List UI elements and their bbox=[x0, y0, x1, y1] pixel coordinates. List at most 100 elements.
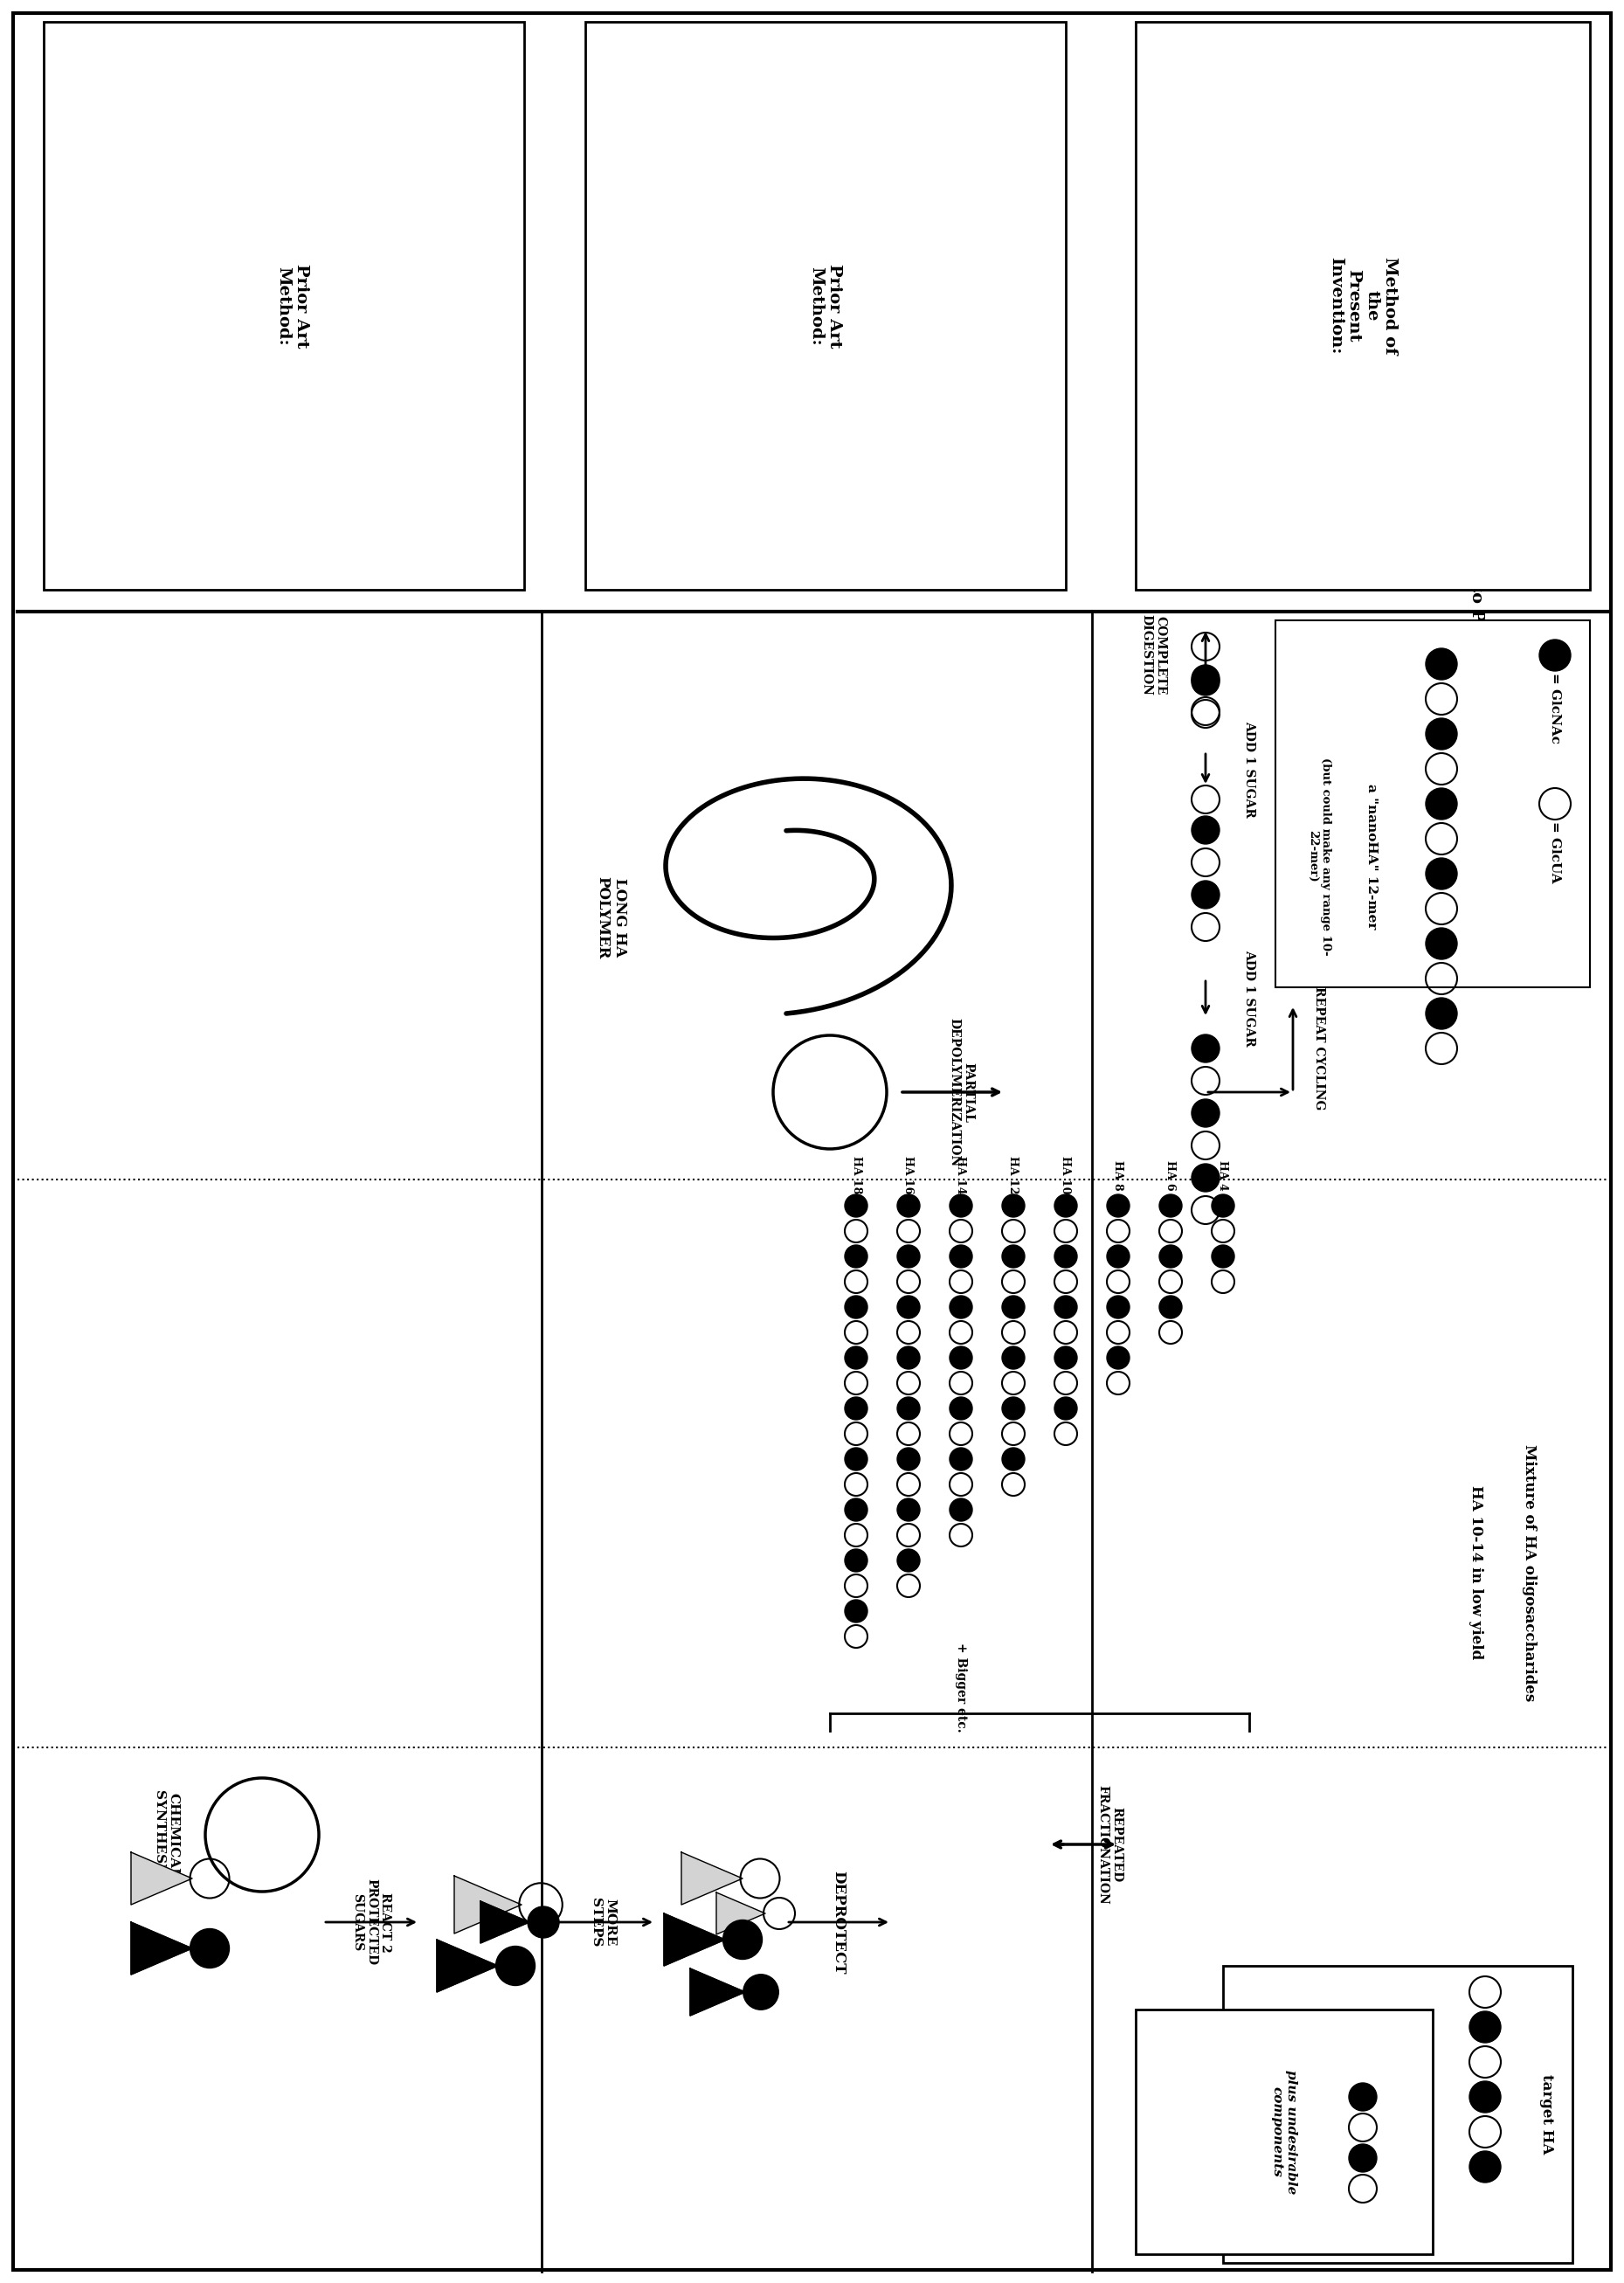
Circle shape bbox=[1426, 927, 1457, 959]
Polygon shape bbox=[437, 1941, 499, 1993]
Circle shape bbox=[1160, 1194, 1182, 1217]
Circle shape bbox=[844, 1550, 867, 1571]
FancyBboxPatch shape bbox=[1275, 621, 1590, 986]
Circle shape bbox=[205, 1778, 318, 1893]
Text: + Bigger etc.: + Bigger etc. bbox=[955, 1641, 966, 1733]
Text: LONG HA
POLYMER: LONG HA POLYMER bbox=[596, 877, 627, 959]
Circle shape bbox=[1426, 648, 1457, 680]
Text: REACT 2
PROTECTED
SUGARS: REACT 2 PROTECTED SUGARS bbox=[351, 1879, 391, 1966]
Text: HA 4: HA 4 bbox=[1218, 1160, 1229, 1189]
Text: target HA: target HA bbox=[1540, 2075, 1554, 2155]
Circle shape bbox=[1002, 1297, 1025, 1317]
Circle shape bbox=[844, 1498, 867, 1520]
Circle shape bbox=[1192, 1098, 1220, 1128]
Text: Mixture of HA oligosaccharides: Mixture of HA oligosaccharides bbox=[1522, 1445, 1536, 1701]
Text: PARTIAL
DEPOLYMERIZATION: PARTIAL DEPOLYMERIZATION bbox=[948, 1018, 974, 1167]
Circle shape bbox=[1212, 1194, 1234, 1217]
Circle shape bbox=[896, 1498, 919, 1520]
Circle shape bbox=[950, 1297, 973, 1317]
Circle shape bbox=[1108, 1297, 1130, 1317]
Circle shape bbox=[495, 1945, 534, 1986]
Circle shape bbox=[1540, 639, 1570, 671]
Circle shape bbox=[1160, 1297, 1182, 1317]
Circle shape bbox=[773, 1036, 887, 1148]
Circle shape bbox=[1470, 2151, 1501, 2183]
Circle shape bbox=[1426, 998, 1457, 1030]
Polygon shape bbox=[682, 1852, 742, 1904]
Circle shape bbox=[528, 1906, 559, 1938]
Text: ADD 1 SUGAR: ADD 1 SUGAR bbox=[1242, 950, 1255, 1046]
Polygon shape bbox=[716, 1893, 765, 1934]
Text: a "nanoHA" 12-mer: a "nanoHA" 12-mer bbox=[1366, 783, 1377, 929]
Text: REPEAT CYCLING: REPEAT CYCLING bbox=[1312, 986, 1325, 1110]
Circle shape bbox=[1192, 664, 1220, 692]
Circle shape bbox=[896, 1297, 919, 1317]
Text: (but could make any range 10-
22-mer): (but could make any range 10- 22-mer) bbox=[1307, 758, 1332, 954]
Circle shape bbox=[1426, 858, 1457, 890]
Text: DEPROTECT: DEPROTECT bbox=[831, 1870, 846, 1975]
Circle shape bbox=[1350, 2082, 1377, 2112]
Circle shape bbox=[896, 1194, 919, 1217]
Circle shape bbox=[844, 1297, 867, 1317]
Text: = GlcUA: = GlcUA bbox=[1549, 822, 1561, 884]
Circle shape bbox=[844, 1397, 867, 1420]
FancyBboxPatch shape bbox=[44, 23, 525, 589]
Circle shape bbox=[1470, 2082, 1501, 2112]
Circle shape bbox=[723, 1920, 762, 1959]
Circle shape bbox=[950, 1397, 973, 1420]
Circle shape bbox=[1002, 1244, 1025, 1267]
Polygon shape bbox=[690, 1968, 745, 2016]
Circle shape bbox=[1470, 2011, 1501, 2043]
Circle shape bbox=[1054, 1194, 1077, 1217]
Circle shape bbox=[1108, 1244, 1130, 1267]
Circle shape bbox=[896, 1347, 919, 1370]
Circle shape bbox=[1160, 1244, 1182, 1267]
Circle shape bbox=[1002, 1447, 1025, 1470]
Circle shape bbox=[1002, 1194, 1025, 1217]
Circle shape bbox=[1426, 719, 1457, 749]
Circle shape bbox=[1192, 815, 1220, 845]
Text: + 6: + 6 bbox=[1408, 2144, 1423, 2173]
FancyBboxPatch shape bbox=[13, 14, 1611, 2269]
Text: REPEATED
FRACTIONATION: REPEATED FRACTIONATION bbox=[1096, 1785, 1122, 1904]
Text: Prior Art
Method:: Prior Art Method: bbox=[276, 263, 310, 347]
Circle shape bbox=[1054, 1244, 1077, 1267]
Text: HA 12: HA 12 bbox=[1007, 1155, 1018, 1194]
Text: HA 10: HA 10 bbox=[1060, 1155, 1072, 1194]
Circle shape bbox=[1054, 1397, 1077, 1420]
Polygon shape bbox=[132, 1852, 192, 1904]
Polygon shape bbox=[132, 1922, 192, 1975]
Text: PD: PD bbox=[820, 1078, 840, 1107]
Text: Methods of HA Oligosaccharide Synthesis: Methods of HA Oligosaccharide Synthesis bbox=[1416, 167, 1432, 566]
Text: plus undesirable
components: plus undesirable components bbox=[1272, 2071, 1298, 2194]
Circle shape bbox=[844, 1244, 867, 1267]
Text: HA 8: HA 8 bbox=[1112, 1160, 1124, 1189]
Polygon shape bbox=[481, 1902, 529, 1943]
Circle shape bbox=[1350, 2144, 1377, 2171]
FancyBboxPatch shape bbox=[1135, 2009, 1432, 2253]
Text: CHEMICAL
SYNTHESIS: CHEMICAL SYNTHESIS bbox=[153, 1790, 179, 1879]
FancyBboxPatch shape bbox=[1135, 23, 1590, 589]
Circle shape bbox=[844, 1347, 867, 1370]
Text: Schematic Comparing Methods of the Present Invention to Prior Art: Schematic Comparing Methods of the Prese… bbox=[1468, 41, 1484, 694]
Circle shape bbox=[950, 1498, 973, 1520]
Text: MORE
STEPS: MORE STEPS bbox=[590, 1897, 615, 1947]
Text: CS: CS bbox=[252, 1820, 271, 1849]
Text: ADD 1 SUGAR: ADD 1 SUGAR bbox=[1242, 721, 1255, 817]
Circle shape bbox=[896, 1244, 919, 1267]
Text: HA 10-14 in low yield: HA 10-14 in low yield bbox=[1470, 1486, 1484, 1660]
FancyBboxPatch shape bbox=[585, 23, 1065, 589]
Circle shape bbox=[1192, 1164, 1220, 1192]
Circle shape bbox=[1002, 1397, 1025, 1420]
Circle shape bbox=[844, 1194, 867, 1217]
Polygon shape bbox=[455, 1877, 521, 1934]
Circle shape bbox=[1192, 1034, 1220, 1062]
Polygon shape bbox=[664, 1913, 724, 1966]
Text: = GlcNAc: = GlcNAc bbox=[1549, 673, 1561, 744]
Circle shape bbox=[1192, 881, 1220, 909]
Circle shape bbox=[950, 1347, 973, 1370]
Circle shape bbox=[950, 1194, 973, 1217]
Circle shape bbox=[1108, 1194, 1130, 1217]
Text: HA 14: HA 14 bbox=[955, 1155, 966, 1194]
Circle shape bbox=[1054, 1347, 1077, 1370]
